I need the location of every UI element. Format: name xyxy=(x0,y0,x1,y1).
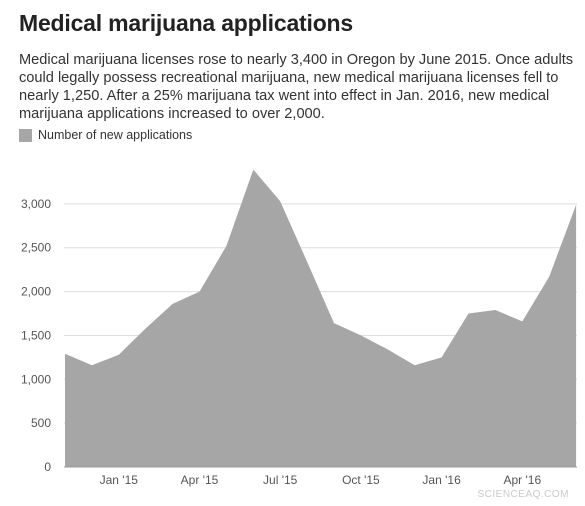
x-tick-label: Jan '16 xyxy=(422,473,461,487)
y-tick-label: 2,500 xyxy=(21,241,51,255)
x-tick-label: Apr '16 xyxy=(503,473,541,487)
legend-swatch xyxy=(19,128,32,142)
y-tick-label: 0 xyxy=(44,460,51,474)
y-tick-label: 500 xyxy=(31,416,51,430)
x-tick-label: Jan '15 xyxy=(100,473,139,487)
x-tick-label: Apr '15 xyxy=(181,473,219,487)
y-tick-label: 3,000 xyxy=(21,197,51,211)
x-tick-label: Jul '15 xyxy=(263,473,298,487)
chart-subtitle: Medical marijuana licenses rose to nearl… xyxy=(19,52,574,122)
y-tick-label: 1,000 xyxy=(21,372,51,386)
y-tick-label: 1,500 xyxy=(21,328,51,342)
y-axis-labels: 0 500 1,000 1,500 2,000 2,500 3,000 xyxy=(21,197,51,474)
legend-label: Number of new applications xyxy=(38,128,193,142)
legend: Number of new applications xyxy=(19,128,192,142)
chart-title: Medical marijuana applications xyxy=(19,10,353,36)
x-axis-labels: Jan '15 Apr '15 Jul '15 Oct '15 Jan '16 Apr '… xyxy=(100,473,542,487)
y-tick-label: 2,000 xyxy=(21,285,51,299)
watermark: SCIENCEAQ.COM xyxy=(477,489,569,500)
area-series-path xyxy=(65,169,577,467)
area-series xyxy=(65,169,577,467)
x-tick-label: Oct '15 xyxy=(342,473,380,487)
